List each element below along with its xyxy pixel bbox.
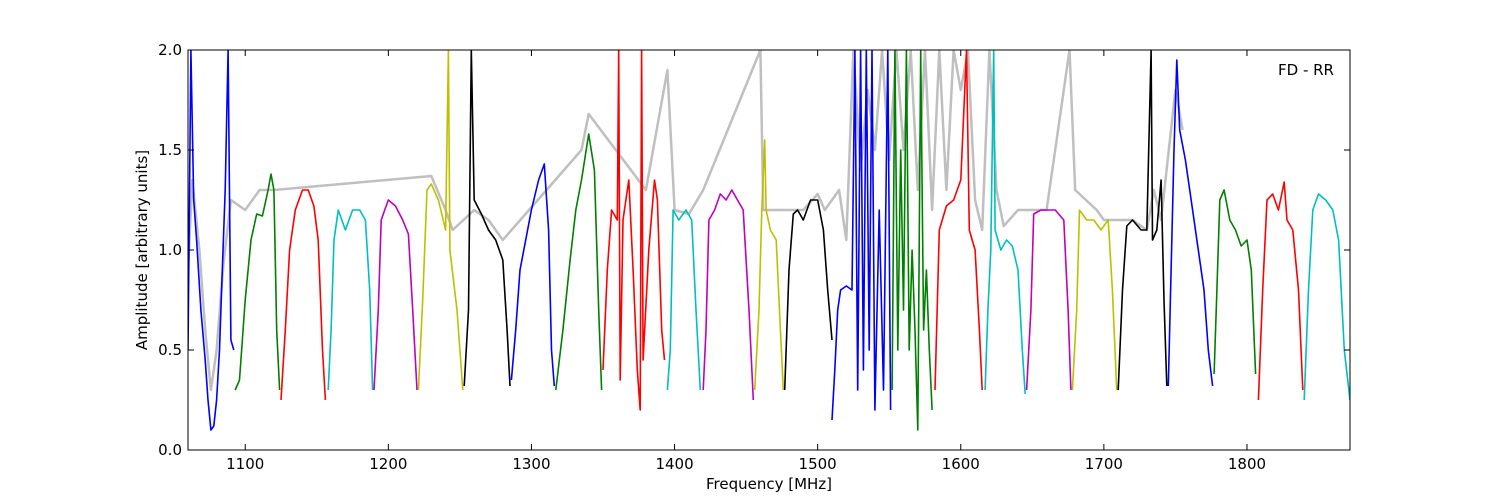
series-line-1 (188, 50, 235, 431)
series-line-25 (1303, 193, 1350, 401)
plot-annotation: FD - RR (1278, 61, 1334, 79)
x-tick-label: 1600 (942, 455, 980, 473)
y-tick-label: 1.5 (158, 141, 182, 159)
y-tick-label: 1.0 (158, 241, 182, 259)
series-line-4 (327, 209, 374, 391)
series-line-2 (234, 173, 281, 391)
series-line-9 (555, 133, 603, 391)
series-line-21 (1117, 50, 1168, 391)
series-line-17 (934, 50, 983, 391)
y-tick-label: 0.5 (158, 341, 182, 359)
series-line-10 (602, 50, 666, 411)
series-line-12 (702, 189, 755, 401)
y-tick-label: 0.0 (158, 441, 182, 459)
series-line-15 (831, 50, 892, 421)
series-line-22 (1167, 59, 1214, 387)
series-line-14 (783, 199, 833, 391)
x-tick-label: 1300 (512, 455, 550, 473)
series-line-13 (753, 139, 785, 391)
x-tick-label: 1100 (226, 455, 264, 473)
background-series-line (188, 50, 1184, 392)
x-tick-label: 1800 (1228, 455, 1266, 473)
series-line-7 (463, 50, 511, 387)
tick-layer: 1100 1200 1300 1400 1500 1600 1700 1800 0.0 0.5 1.… (158, 41, 1350, 473)
series-line-3 (280, 189, 327, 401)
x-axis-label: Frequency [MHz] (706, 475, 832, 493)
series-line-6 (417, 50, 464, 391)
series-line-18 (984, 50, 1026, 395)
series-line-19 (1025, 209, 1072, 391)
x-tick-label: 1500 (799, 455, 837, 473)
y-axis-label: Amplitude [arbitrary units] (133, 150, 151, 350)
x-tick-label: 1200 (369, 455, 407, 473)
series-line-20 (1071, 209, 1118, 391)
series-line-8 (510, 163, 556, 387)
series-line-11 (666, 209, 702, 391)
series-line-16 (891, 50, 933, 431)
x-tick-label: 1700 (1085, 455, 1123, 473)
series-line-23 (1213, 189, 1257, 375)
series-line-24 (1257, 181, 1304, 401)
y-tick-label: 2.0 (158, 41, 182, 59)
series-layer (188, 50, 1350, 431)
series-line-5 (373, 199, 418, 391)
x-tick-label: 1400 (655, 455, 693, 473)
